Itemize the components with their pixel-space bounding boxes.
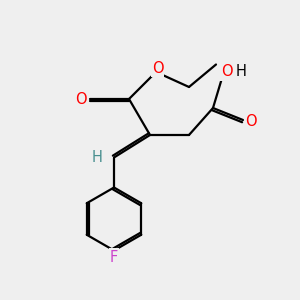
Text: H: H	[236, 64, 247, 80]
Text: H: H	[92, 150, 103, 165]
Text: O: O	[221, 64, 232, 80]
Text: O: O	[152, 61, 163, 76]
Text: O: O	[75, 92, 87, 106]
Text: F: F	[110, 250, 118, 265]
Text: O: O	[246, 114, 257, 129]
